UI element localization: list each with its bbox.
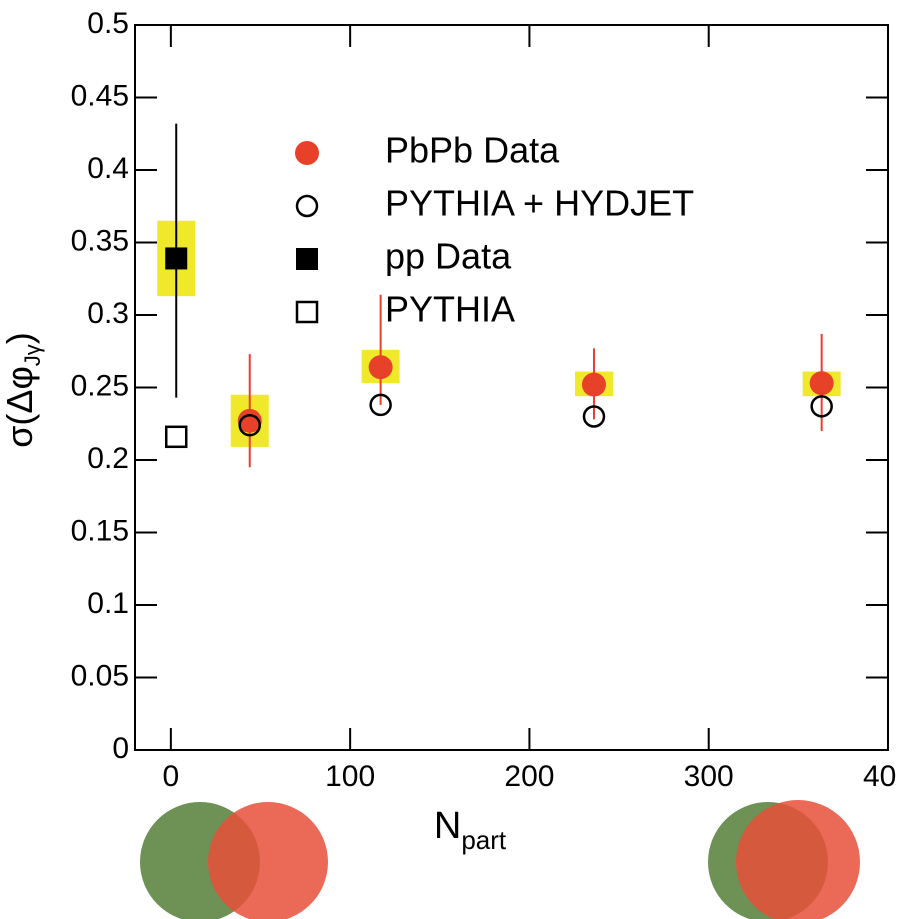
y-label-main: σ(Δφ bbox=[0, 366, 40, 448]
y-tick-label: 0.5 bbox=[87, 7, 129, 40]
y-tick-label: 0.1 bbox=[87, 587, 129, 620]
y-tick-label: 0.15 bbox=[71, 514, 129, 547]
x-tick-label: 300 bbox=[684, 760, 734, 793]
legend-marker bbox=[296, 248, 318, 270]
point bbox=[809, 371, 834, 396]
point bbox=[164, 425, 188, 449]
point bbox=[165, 247, 188, 270]
y-tick-label: 0.35 bbox=[71, 224, 129, 257]
y-label-sub: Jγ bbox=[20, 344, 45, 366]
legend-label: PYTHIA + HYDJET bbox=[385, 183, 694, 224]
legend-marker bbox=[295, 141, 319, 165]
point bbox=[581, 372, 606, 397]
y-tick-label: 0.3 bbox=[87, 297, 129, 330]
point bbox=[237, 408, 262, 433]
legend-marker bbox=[295, 194, 319, 218]
y-tick-label: 0.4 bbox=[87, 152, 129, 185]
y-tick-label: 0.2 bbox=[87, 442, 129, 475]
y-tick-label: 0.45 bbox=[71, 79, 129, 112]
legend-label: PbPb Data bbox=[385, 130, 560, 171]
y-tick-label: 0.25 bbox=[71, 369, 129, 402]
legend-label: PYTHIA bbox=[385, 289, 515, 330]
x-tick-label: 0 bbox=[163, 760, 180, 793]
y-tick-label: 0.05 bbox=[71, 659, 129, 692]
y-label-end: ) bbox=[0, 332, 40, 344]
x-label-sub: part bbox=[461, 825, 507, 855]
x-label-main: N bbox=[434, 805, 461, 847]
point bbox=[368, 355, 393, 380]
legend-label: pp Data bbox=[385, 236, 512, 277]
x-tick-label: 100 bbox=[325, 760, 375, 793]
x-axis-label: Npart bbox=[434, 805, 507, 855]
x-tick-label: 200 bbox=[504, 760, 554, 793]
y-tick-label: 0 bbox=[112, 732, 129, 765]
point bbox=[582, 405, 606, 428]
point bbox=[810, 395, 833, 418]
point bbox=[369, 393, 392, 417]
y-axis-label: σ(ΔφJγ) bbox=[0, 332, 45, 448]
legend-marker bbox=[295, 300, 319, 324]
overlap-icon bbox=[140, 800, 860, 919]
point bbox=[238, 413, 261, 437]
x-tick-label: 400 bbox=[863, 760, 897, 793]
